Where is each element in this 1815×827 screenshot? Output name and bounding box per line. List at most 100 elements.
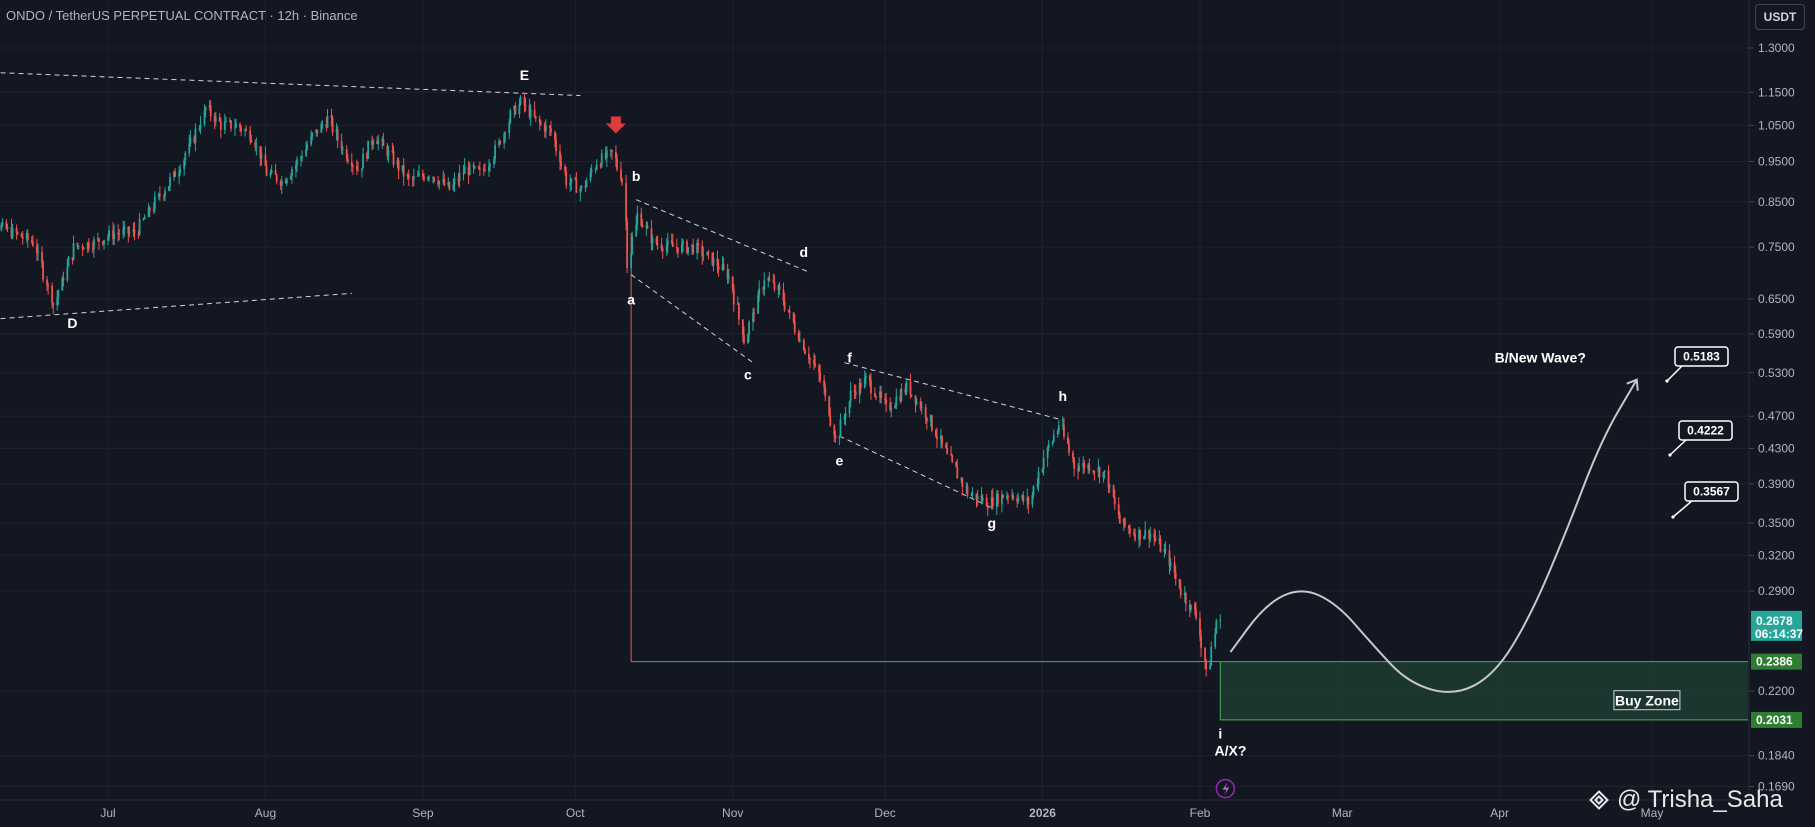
- candle-body: [1219, 619, 1222, 621]
- candle: [1068, 438, 1070, 456]
- candle: [656, 235, 659, 250]
- candle-body: [1072, 452, 1074, 459]
- candle: [936, 427, 938, 449]
- candle: [5, 219, 8, 231]
- candle: [1123, 517, 1126, 528]
- candle-body: [387, 150, 390, 156]
- candle-body: [529, 109, 532, 118]
- target-leader: [1666, 364, 1684, 382]
- candle-body: [757, 294, 760, 314]
- candle-body: [376, 140, 379, 145]
- currency-button[interactable]: USDT: [1755, 4, 1805, 30]
- candle: [1012, 492, 1015, 501]
- candle-body: [463, 166, 466, 174]
- candle-body: [96, 238, 99, 240]
- candle: [208, 99, 211, 111]
- wave-label-2: a: [627, 291, 635, 307]
- x-tick-label: Dec: [874, 806, 895, 820]
- candle-body: [565, 171, 568, 186]
- candle: [763, 272, 766, 297]
- candle-body: [544, 126, 547, 132]
- candle: [875, 395, 877, 401]
- candle: [752, 307, 754, 331]
- candle: [616, 153, 618, 172]
- candle-body: [716, 258, 719, 267]
- candle: [295, 160, 297, 178]
- candle: [280, 175, 283, 195]
- candle-body: [103, 240, 105, 245]
- candle: [32, 235, 34, 247]
- candle-body: [203, 110, 206, 125]
- candle: [660, 237, 663, 252]
- candle-body: [523, 96, 526, 106]
- candle-body: [1052, 434, 1055, 442]
- candle-body: [990, 497, 993, 509]
- candle: [401, 165, 404, 174]
- candle-body: [570, 178, 573, 183]
- candle: [986, 502, 989, 517]
- candle-body: [1195, 609, 1197, 619]
- candle-body: [722, 264, 725, 270]
- candle: [859, 378, 862, 394]
- candle-body: [631, 236, 634, 254]
- candle: [863, 370, 866, 389]
- candle: [412, 168, 415, 187]
- candle-body: [945, 444, 947, 448]
- candle: [565, 167, 568, 190]
- candle: [1143, 535, 1146, 540]
- candle: [335, 123, 338, 141]
- candle-body: [675, 246, 678, 248]
- candle-body: [66, 266, 69, 281]
- candle: [351, 163, 354, 175]
- candle: [594, 167, 597, 174]
- candle: [1210, 641, 1213, 666]
- x-tick-label: Sep: [412, 806, 434, 820]
- wave-label-0: D: [67, 315, 77, 331]
- candle-body: [829, 415, 832, 426]
- candle-body: [778, 285, 781, 291]
- candle-body: [386, 145, 389, 156]
- candle-body: [580, 186, 583, 189]
- candle-body: [361, 168, 363, 171]
- candle-body: [325, 124, 328, 128]
- candle-body: [382, 139, 385, 146]
- candle-body: [1102, 472, 1105, 478]
- candle: [260, 146, 263, 166]
- candle-body: [1093, 471, 1096, 473]
- candle: [367, 140, 370, 159]
- x-tick-label: Nov: [722, 806, 743, 820]
- candle: [1184, 591, 1187, 612]
- candle: [1163, 544, 1166, 558]
- candle-body: [706, 251, 709, 256]
- candle: [945, 442, 947, 449]
- candle-body: [590, 170, 593, 173]
- candle: [213, 112, 216, 130]
- candle: [269, 169, 272, 179]
- candle-body: [143, 216, 146, 219]
- candle-body: [1144, 529, 1147, 537]
- candle: [930, 414, 933, 433]
- candle-body: [462, 172, 465, 174]
- candle-body: [1027, 497, 1030, 505]
- candle: [650, 220, 653, 251]
- candle-body: [986, 506, 989, 509]
- candle-body: [646, 225, 649, 229]
- candle: [559, 144, 561, 171]
- candle-body: [1113, 496, 1116, 505]
- candle: [687, 246, 689, 256]
- candle: [574, 176, 577, 181]
- y-tick-label: 0.6500: [1758, 292, 1795, 306]
- candle: [1129, 524, 1131, 538]
- candle: [350, 153, 353, 172]
- candle-body: [920, 407, 923, 409]
- candle-body: [86, 242, 89, 250]
- candle: [1190, 604, 1192, 613]
- candle-body: [82, 248, 85, 250]
- symbol-title[interactable]: ONDO / TetherUS PERPETUAL CONTRACT · 12h…: [6, 8, 358, 23]
- candle-body: [1092, 470, 1095, 472]
- candle-body: [936, 435, 938, 440]
- bar-countdown: 06:14:37: [1755, 627, 1803, 641]
- candle: [1011, 488, 1013, 500]
- candle-body: [442, 178, 445, 182]
